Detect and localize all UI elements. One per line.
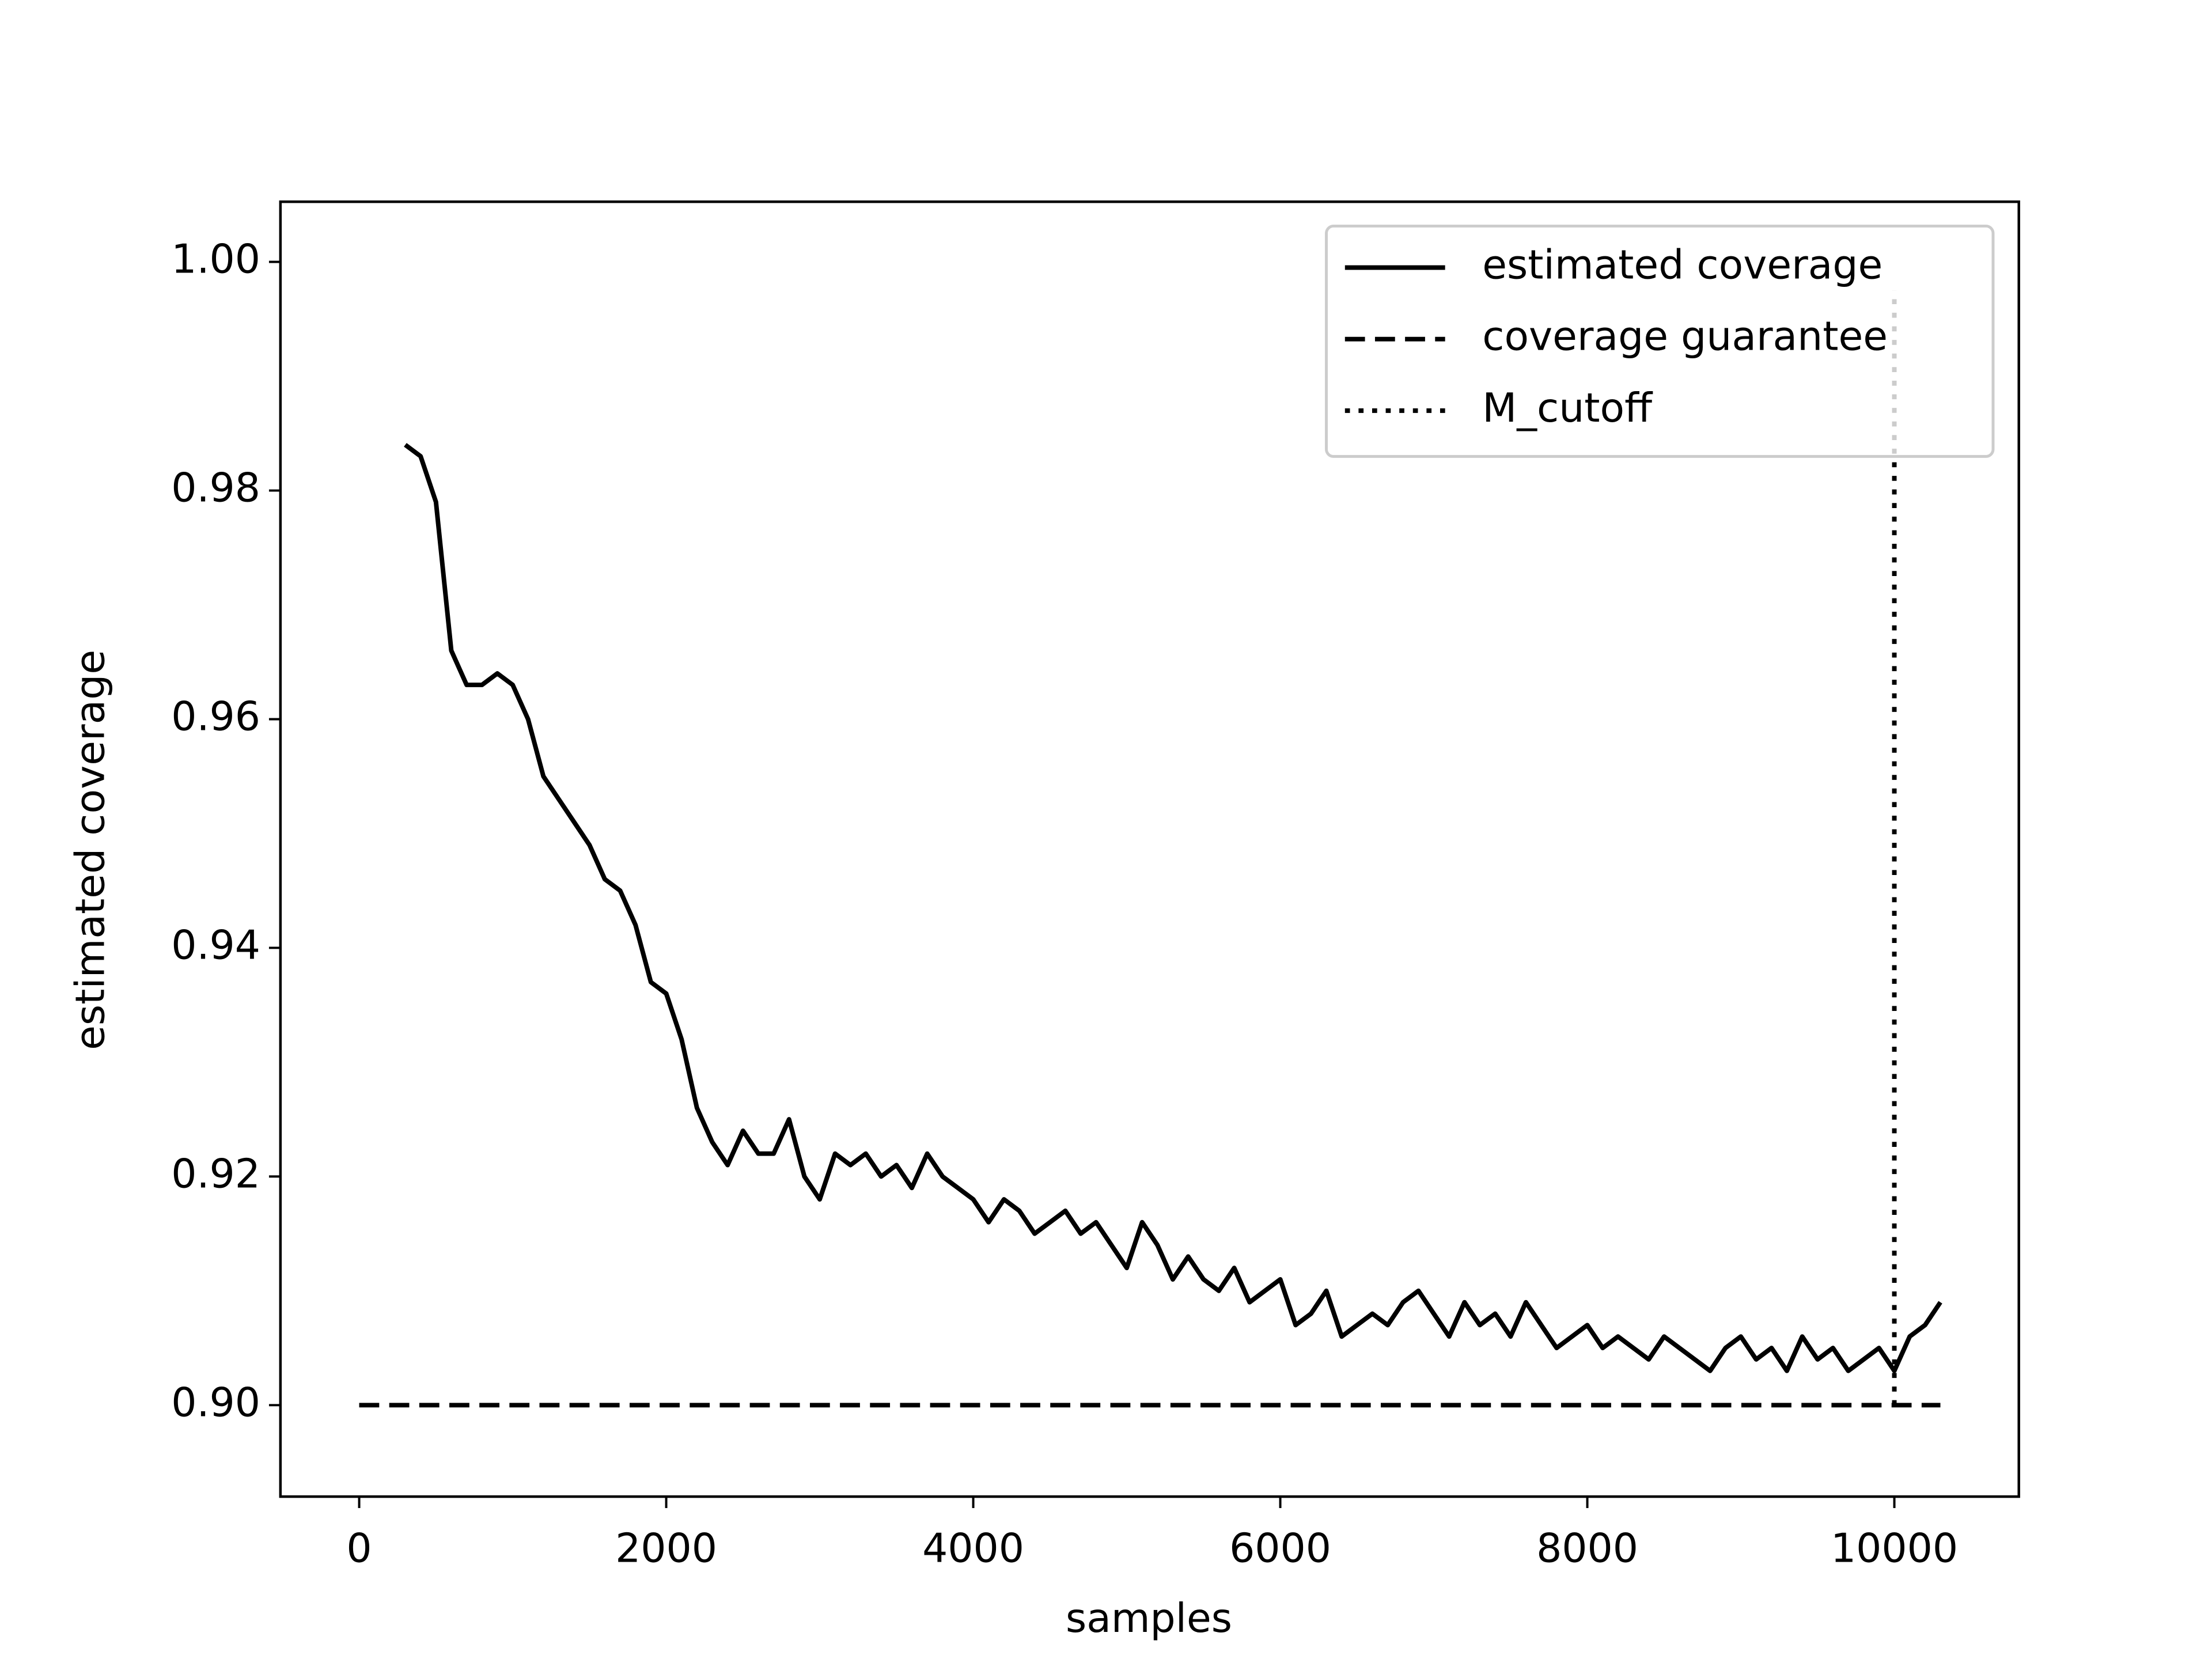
x-axis-label: samples bbox=[1066, 1595, 1232, 1642]
legend-label: estimated coverage bbox=[1482, 242, 1883, 289]
x-tick-label: 6000 bbox=[1229, 1525, 1331, 1572]
x-tick-label: 8000 bbox=[1536, 1525, 1638, 1572]
y-tick-label: 1.00 bbox=[171, 236, 260, 283]
legend-label: coverage guarantee bbox=[1482, 313, 1888, 360]
y-tick-label: 0.96 bbox=[171, 694, 260, 740]
y-tick-label: 0.94 bbox=[171, 922, 260, 968]
x-tick-label: 0 bbox=[346, 1525, 372, 1572]
x-tick-label: 2000 bbox=[615, 1525, 717, 1572]
series-line bbox=[404, 442, 1942, 1373]
y-tick-label: 0.90 bbox=[171, 1379, 260, 1426]
x-tick-label: 10000 bbox=[1831, 1525, 1958, 1572]
plot-frame bbox=[279, 200, 2020, 1498]
y-tick-label: 0.98 bbox=[171, 465, 260, 512]
y-tick-label: 0.92 bbox=[171, 1150, 260, 1197]
legend-label: M_cutoff bbox=[1482, 385, 1653, 431]
y-axis-label: estimated coverage bbox=[67, 650, 113, 1050]
x-tick-label: 4000 bbox=[922, 1525, 1024, 1572]
legend-box bbox=[1325, 224, 1995, 458]
